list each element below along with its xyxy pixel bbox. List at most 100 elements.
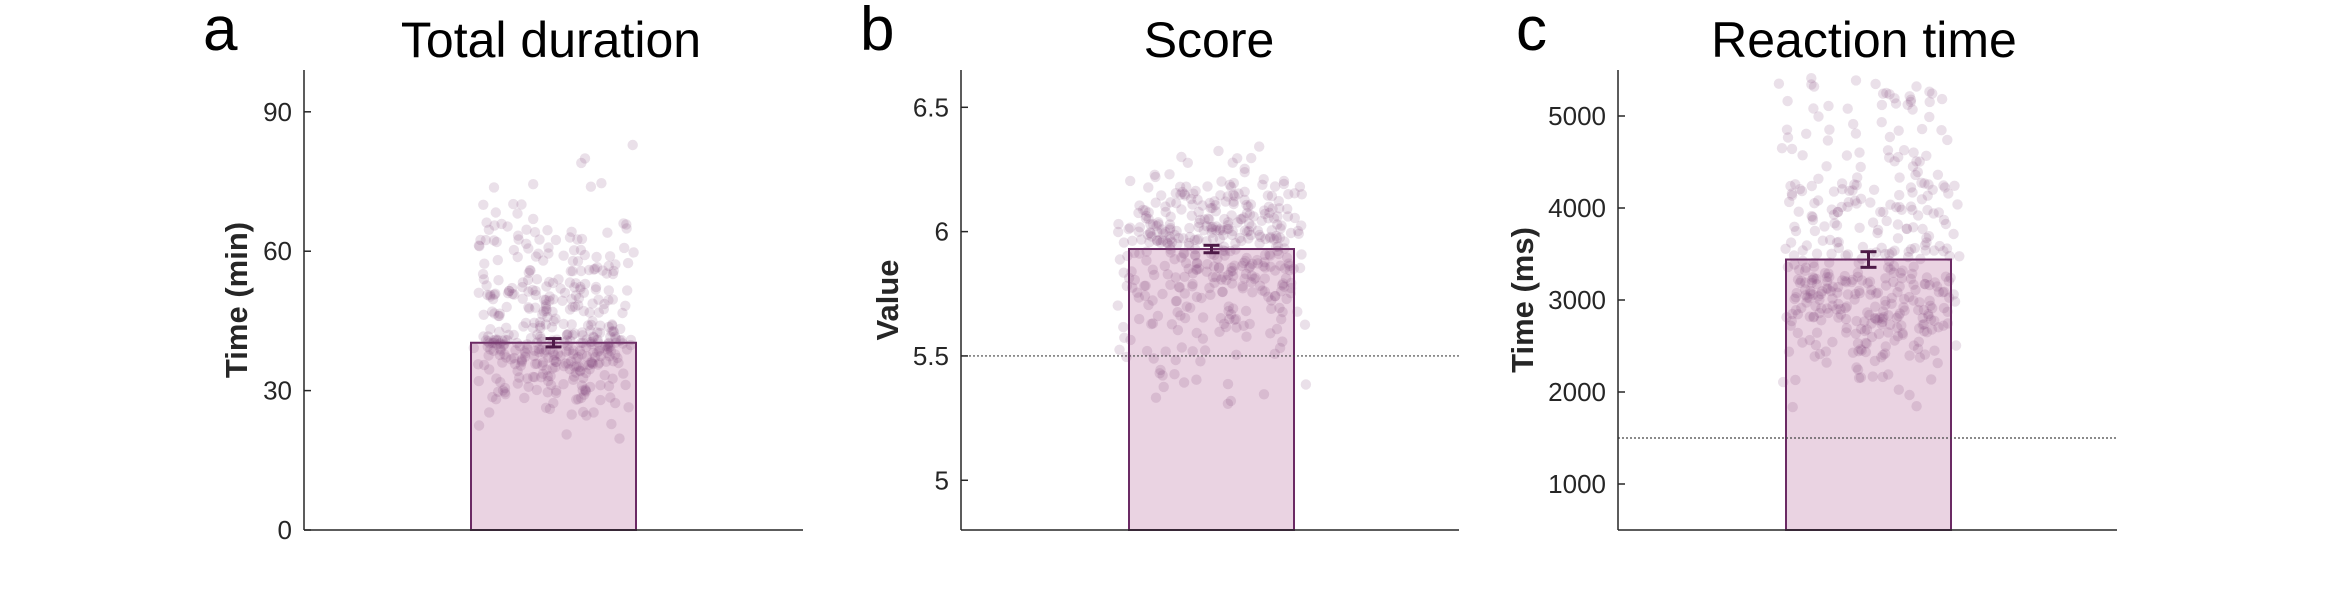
- data-point: [1259, 205, 1270, 216]
- data-point: [1252, 225, 1264, 236]
- data-point: [1134, 248, 1145, 259]
- data-point: [482, 289, 493, 301]
- data-point: [603, 285, 614, 296]
- data-point: [1880, 295, 1891, 307]
- data-point: [1244, 209, 1256, 220]
- data-point: [1277, 336, 1288, 347]
- data-point: [1205, 203, 1216, 214]
- data-point: [545, 379, 557, 391]
- mean-bar: [1128, 248, 1295, 531]
- data-point: [1148, 353, 1159, 364]
- data-point: [1785, 180, 1796, 192]
- data-point: [1832, 206, 1844, 218]
- data-point: [1199, 214, 1210, 225]
- data-point: [1826, 204, 1838, 215]
- data-point: [1841, 323, 1852, 334]
- data-point: [1875, 206, 1886, 218]
- data-point: [1794, 184, 1806, 195]
- data-point: [501, 322, 512, 333]
- data-point: [1927, 88, 1938, 99]
- y-axis-label: Time (min): [219, 222, 254, 378]
- data-point: [1871, 288, 1882, 299]
- data-point: [542, 311, 553, 323]
- data-point: [621, 344, 633, 355]
- data-point: [1271, 323, 1283, 335]
- data-point: [1924, 86, 1935, 97]
- data-point: [608, 356, 619, 367]
- data-point: [1832, 281, 1844, 293]
- data-point: [1161, 237, 1173, 248]
- data-point: [1917, 312, 1928, 324]
- data-point: [1952, 199, 1963, 210]
- data-point: [1223, 223, 1234, 234]
- data-point: [1245, 199, 1257, 210]
- data-point: [1149, 169, 1160, 180]
- data-point: [1880, 273, 1891, 284]
- data-point: [615, 323, 626, 335]
- data-point: [1896, 204, 1907, 215]
- y-tick-label: 2000: [1548, 377, 1606, 407]
- data-point: [1279, 263, 1291, 274]
- data-point: [1202, 259, 1213, 270]
- data-point: [497, 357, 508, 368]
- data-point: [1179, 288, 1191, 299]
- data-point: [1154, 234, 1165, 246]
- data-point: [1789, 293, 1800, 305]
- data-point: [1180, 257, 1192, 269]
- data-point: [1263, 213, 1274, 224]
- data-point: [1861, 324, 1873, 335]
- data-point: [1917, 223, 1928, 235]
- data-point: [1796, 185, 1808, 197]
- data-point: [536, 344, 547, 355]
- data-point: [1827, 336, 1838, 348]
- data-point: [1259, 273, 1271, 284]
- data-point: [1121, 280, 1133, 292]
- data-point: [1857, 241, 1869, 253]
- data-point: [1227, 265, 1238, 277]
- data-point: [1191, 374, 1202, 385]
- data-point: [1824, 234, 1836, 246]
- data-point: [1866, 331, 1878, 343]
- data-point: [1141, 246, 1152, 257]
- data-point: [572, 256, 584, 267]
- data-point: [473, 359, 484, 370]
- data-point: [1176, 342, 1188, 353]
- data-point: [1189, 234, 1200, 245]
- data-point: [1787, 308, 1798, 320]
- data-point: [558, 318, 569, 330]
- data-point: [485, 324, 496, 335]
- data-point: [1840, 302, 1851, 314]
- data-point: [1149, 269, 1160, 281]
- data-point: [1938, 320, 1949, 331]
- data-point: [1944, 250, 1955, 262]
- data-point: [529, 317, 540, 328]
- data-point: [502, 288, 514, 299]
- data-point: [1207, 233, 1219, 244]
- y-tick-label: 60: [263, 236, 292, 266]
- data-point: [1284, 260, 1295, 271]
- data-point: [1902, 99, 1913, 111]
- data-point: [1171, 198, 1182, 209]
- data-point: [1821, 161, 1832, 172]
- data-point: [517, 281, 528, 293]
- data-point: [1841, 277, 1852, 288]
- data-point: [1954, 251, 1965, 262]
- data-point: [603, 295, 614, 306]
- data-point: [527, 284, 538, 296]
- data-point: [622, 285, 633, 296]
- data-point: [1929, 315, 1940, 326]
- data-point: [594, 357, 605, 368]
- data-point: [1173, 281, 1185, 293]
- data-point: [1201, 221, 1212, 232]
- data-point: [597, 265, 608, 276]
- data-point: [625, 339, 636, 351]
- data-point: [563, 345, 575, 356]
- data-point: [1854, 222, 1865, 233]
- data-point: [484, 364, 495, 375]
- data-point: [1907, 104, 1918, 115]
- data-point: [1878, 206, 1889, 218]
- data-point: [1188, 188, 1199, 199]
- data-point: [524, 303, 535, 314]
- data-point: [1908, 261, 1919, 272]
- data-point: [1809, 351, 1820, 362]
